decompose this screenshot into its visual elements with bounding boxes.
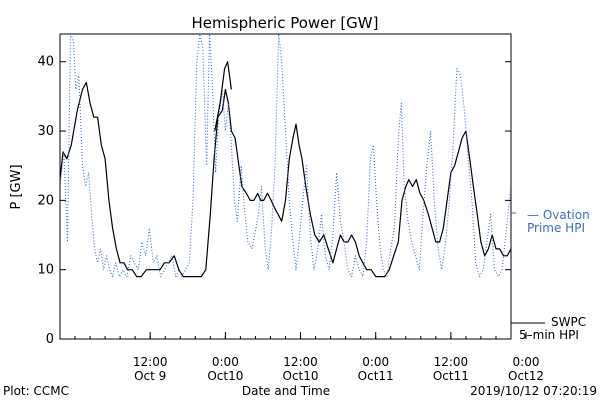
y-tick-label-0: 0 xyxy=(46,332,54,347)
x-tick-label-time-2: 12:00 xyxy=(283,355,318,369)
series-line-1 xyxy=(60,34,511,278)
x-tick-label-time-3: 0:00 xyxy=(362,355,389,369)
x-tick-label-time-4: 12:00 xyxy=(434,355,469,369)
plot-frame xyxy=(59,33,512,340)
x-tick-label-date-5: Oct12 xyxy=(508,369,544,383)
legend-ovation-line2: Prime HPI xyxy=(527,221,585,235)
series-line-0 xyxy=(60,81,511,278)
timestamp: 2019/10/12 07:20:19 xyxy=(470,384,597,398)
chart-title: Hemispheric Power [GW] xyxy=(192,14,379,32)
x-tick-label-date-3: Oct11 xyxy=(358,369,394,383)
y-axis-label: P [GW] xyxy=(9,164,24,209)
y-tick-label-4: 40 xyxy=(37,55,54,70)
plot-credit: Plot: CCMC xyxy=(3,384,69,398)
x-tick-label-date-1: Oct10 xyxy=(207,369,243,383)
x-tick-label-time-0: 12:00 xyxy=(133,355,168,369)
legend-swpc-line2: 5–min HPI xyxy=(519,328,579,342)
x-tick-label-time-5: 0:00 xyxy=(513,355,540,369)
x-tick-label-date-0: Oct 9 xyxy=(134,369,166,383)
legend: — Ovation Prime HPI SWPC 5–min HPI xyxy=(511,208,590,342)
legend-swpc-line1: SWPC xyxy=(551,315,586,329)
y-tick-label-3: 30 xyxy=(37,124,54,139)
x-tick-label-time-1: 0:00 xyxy=(212,355,239,369)
x-tick-label-date-4: Oct11 xyxy=(433,369,469,383)
x-tick-label-date-2: Oct10 xyxy=(283,369,319,383)
y-tick-label-1: 10 xyxy=(37,263,54,278)
legend-ovation-line1: — Ovation xyxy=(527,208,590,222)
series-line-2 xyxy=(214,61,232,132)
y-tick-label-2: 20 xyxy=(37,193,54,208)
x-axis-label: Date and Time xyxy=(242,384,330,398)
